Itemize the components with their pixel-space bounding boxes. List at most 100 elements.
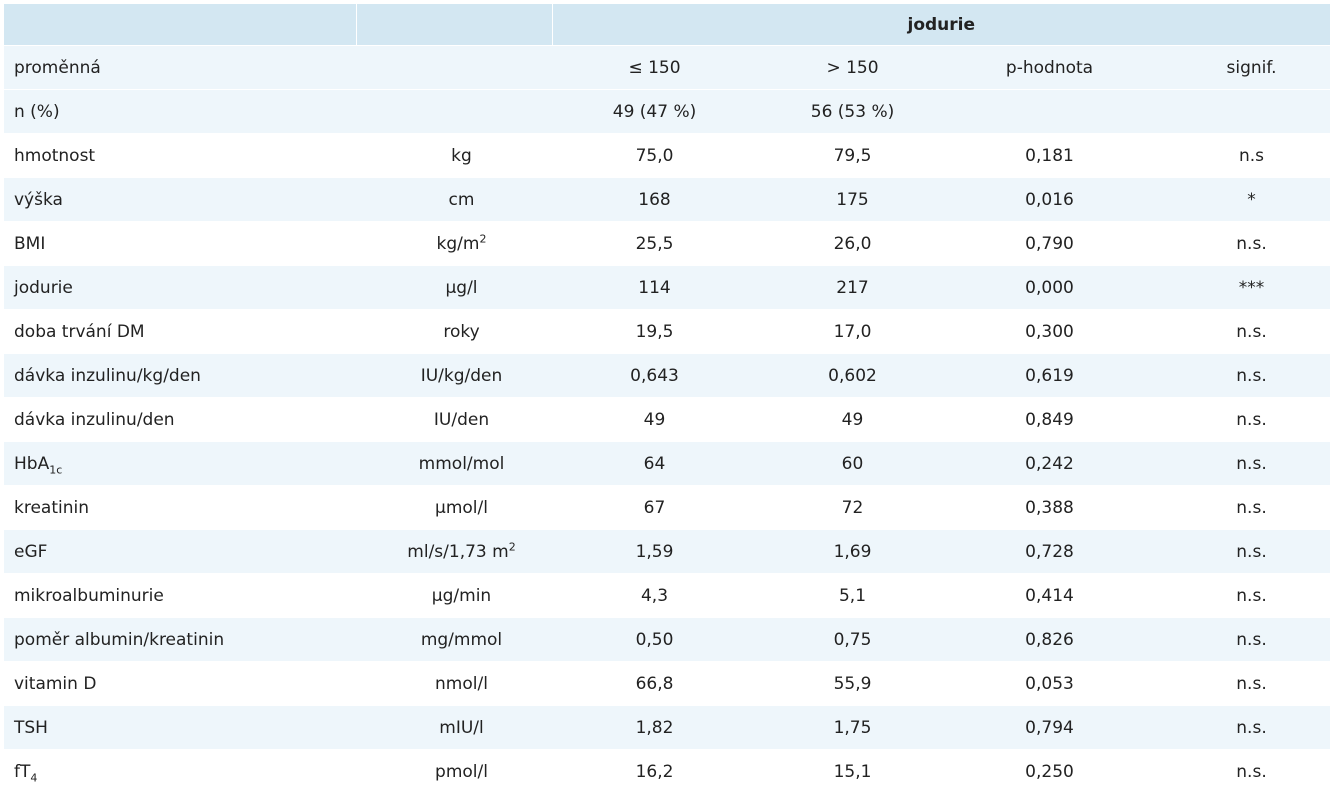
cell-signif: n.s. xyxy=(1143,397,1331,442)
cell-signif: n.s. xyxy=(1143,309,1331,354)
cell-le150: 1,82 xyxy=(552,705,749,750)
table-row: jodurie μg/l 114 217 0,000 *** xyxy=(4,265,1331,310)
cell-signif: n.s. xyxy=(1143,353,1331,398)
cell-p-value: 0,181 xyxy=(946,133,1143,178)
column-header-signif: signif. xyxy=(1143,45,1331,90)
cell-variable: n (%) xyxy=(4,89,356,134)
cell-variable: dávka inzulinu/kg/den xyxy=(4,353,356,398)
cell-variable: kreatinin xyxy=(4,485,356,530)
table-row: HbA1c mmol/mol 64 60 0,242 n.s. xyxy=(4,441,1331,486)
column-header-variable: proměnná xyxy=(4,45,356,90)
cell-p-value: 0,250 xyxy=(946,749,1143,794)
cell-variable: jodurie xyxy=(4,265,356,310)
table-row: poměr albumin/kreatinin mg/mmol 0,50 0,75 0,… xyxy=(4,617,1331,662)
column-header-row: proměnná ≤ 150 > 150 p-hodnota signif. xyxy=(4,45,1331,90)
cell-le150: 49 (47 %) xyxy=(552,89,749,134)
column-header-gt150: > 150 xyxy=(749,45,946,90)
cell-signif: n.s. xyxy=(1143,441,1331,486)
cell-signif: n.s. xyxy=(1143,705,1331,750)
cell-signif: * xyxy=(1143,177,1331,222)
table-row: dávka inzulinu/kg/den IU/kg/den 0,643 0,602… xyxy=(4,353,1331,398)
group-header-jodurie: jodurie xyxy=(551,4,1331,46)
cell-p-value: 0,016 xyxy=(946,177,1143,222)
column-header-unit xyxy=(356,45,552,90)
cell-unit: IU/den xyxy=(356,397,552,442)
cell-gt150: 55,9 xyxy=(749,661,946,706)
cell-variable: mikroalbuminurie xyxy=(4,573,356,618)
cell-variable: poměr albumin/kreatinin xyxy=(4,617,356,662)
cell-variable: dávka inzulinu/den xyxy=(4,397,356,442)
cell-le150: 19,5 xyxy=(552,309,749,354)
cell-le150: 75,0 xyxy=(552,133,749,178)
cell-le150: 67 xyxy=(552,485,749,530)
cell-gt150: 1,75 xyxy=(749,705,946,750)
cell-le150: 64 xyxy=(552,441,749,486)
cell-variable: výška xyxy=(4,177,356,222)
cell-p-value: 0,242 xyxy=(946,441,1143,486)
cell-variable: HbA1c xyxy=(4,441,356,486)
cell-le150: 168 xyxy=(552,177,749,222)
cell-p-value: 0,388 xyxy=(946,485,1143,530)
table-row: n (%) 49 (47 %) 56 (53 %) xyxy=(4,89,1331,134)
cell-unit: kg xyxy=(356,133,552,178)
cell-gt150: 49 xyxy=(749,397,946,442)
table-row: fT4 pmol/l 16,2 15,1 0,250 n.s. xyxy=(4,749,1331,794)
table-row: BMI kg/m2 25,5 26,0 0,790 n.s. xyxy=(4,221,1331,266)
cell-p-value: 0,790 xyxy=(946,221,1143,266)
cell-variable: BMI xyxy=(4,221,356,266)
table-row: výška cm 168 175 0,016 * xyxy=(4,177,1331,222)
cell-variable: fT4 xyxy=(4,749,356,794)
table-row: TSH mIU/l 1,82 1,75 0,794 n.s. xyxy=(4,705,1331,750)
cell-unit xyxy=(356,89,552,134)
cell-signif: n.s. xyxy=(1143,617,1331,662)
cell-gt150: 26,0 xyxy=(749,221,946,266)
table-row: hmotnost kg 75,0 79,5 0,181 n.s xyxy=(4,133,1331,178)
cell-le150: 1,59 xyxy=(552,529,749,574)
cell-signif: n.s. xyxy=(1143,661,1331,706)
cell-le150: 25,5 xyxy=(552,221,749,266)
cell-p-value: 0,000 xyxy=(946,265,1143,310)
cell-variable: TSH xyxy=(4,705,356,750)
cell-p-value: 0,794 xyxy=(946,705,1143,750)
cell-gt150: 175 xyxy=(749,177,946,222)
cell-unit: nmol/l xyxy=(356,661,552,706)
table-row: doba trvání DM roky 19,5 17,0 0,300 n.s. xyxy=(4,309,1331,354)
cell-gt150: 0,602 xyxy=(749,353,946,398)
cell-unit: IU/kg/den xyxy=(356,353,552,398)
cell-unit: mIU/l xyxy=(356,705,552,750)
table-row: mikroalbuminurie μg/min 4,3 5,1 0,414 n.s. xyxy=(4,573,1331,618)
cell-unit: μg/l xyxy=(356,265,552,310)
cell-le150: 4,3 xyxy=(552,573,749,618)
cell-signif: n.s. xyxy=(1143,485,1331,530)
cell-le150: 66,8 xyxy=(552,661,749,706)
column-header-p-value: p-hodnota xyxy=(946,45,1143,90)
cell-le150: 16,2 xyxy=(552,749,749,794)
cell-signif: *** xyxy=(1143,265,1331,310)
cell-unit: ml/s/1,73 m2 xyxy=(356,529,552,574)
cell-gt150: 60 xyxy=(749,441,946,486)
results-table: jodurie proměnná ≤ 150 > 150 p-hodnota s… xyxy=(4,4,1331,794)
header-blank-cell xyxy=(4,4,356,46)
cell-p-value: 0,414 xyxy=(946,573,1143,618)
cell-signif: n.s. xyxy=(1143,573,1331,618)
cell-le150: 114 xyxy=(552,265,749,310)
cell-unit: pmol/l xyxy=(356,749,552,794)
cell-unit: mmol/mol xyxy=(356,441,552,486)
cell-signif: n.s. xyxy=(1143,749,1331,794)
cell-unit: mg/mmol xyxy=(356,617,552,662)
cell-gt150: 72 xyxy=(749,485,946,530)
cell-signif: n.s. xyxy=(1143,529,1331,574)
cell-gt150: 15,1 xyxy=(749,749,946,794)
cell-gt150: 17,0 xyxy=(749,309,946,354)
cell-p-value xyxy=(946,89,1143,134)
cell-le150: 49 xyxy=(552,397,749,442)
column-header-le150: ≤ 150 xyxy=(552,45,749,90)
cell-gt150: 5,1 xyxy=(749,573,946,618)
cell-le150: 0,643 xyxy=(552,353,749,398)
cell-signif xyxy=(1143,89,1331,134)
cell-signif: n.s xyxy=(1143,133,1331,178)
cell-p-value: 0,619 xyxy=(946,353,1143,398)
cell-unit: cm xyxy=(356,177,552,222)
group-header-row: jodurie xyxy=(4,4,1331,46)
